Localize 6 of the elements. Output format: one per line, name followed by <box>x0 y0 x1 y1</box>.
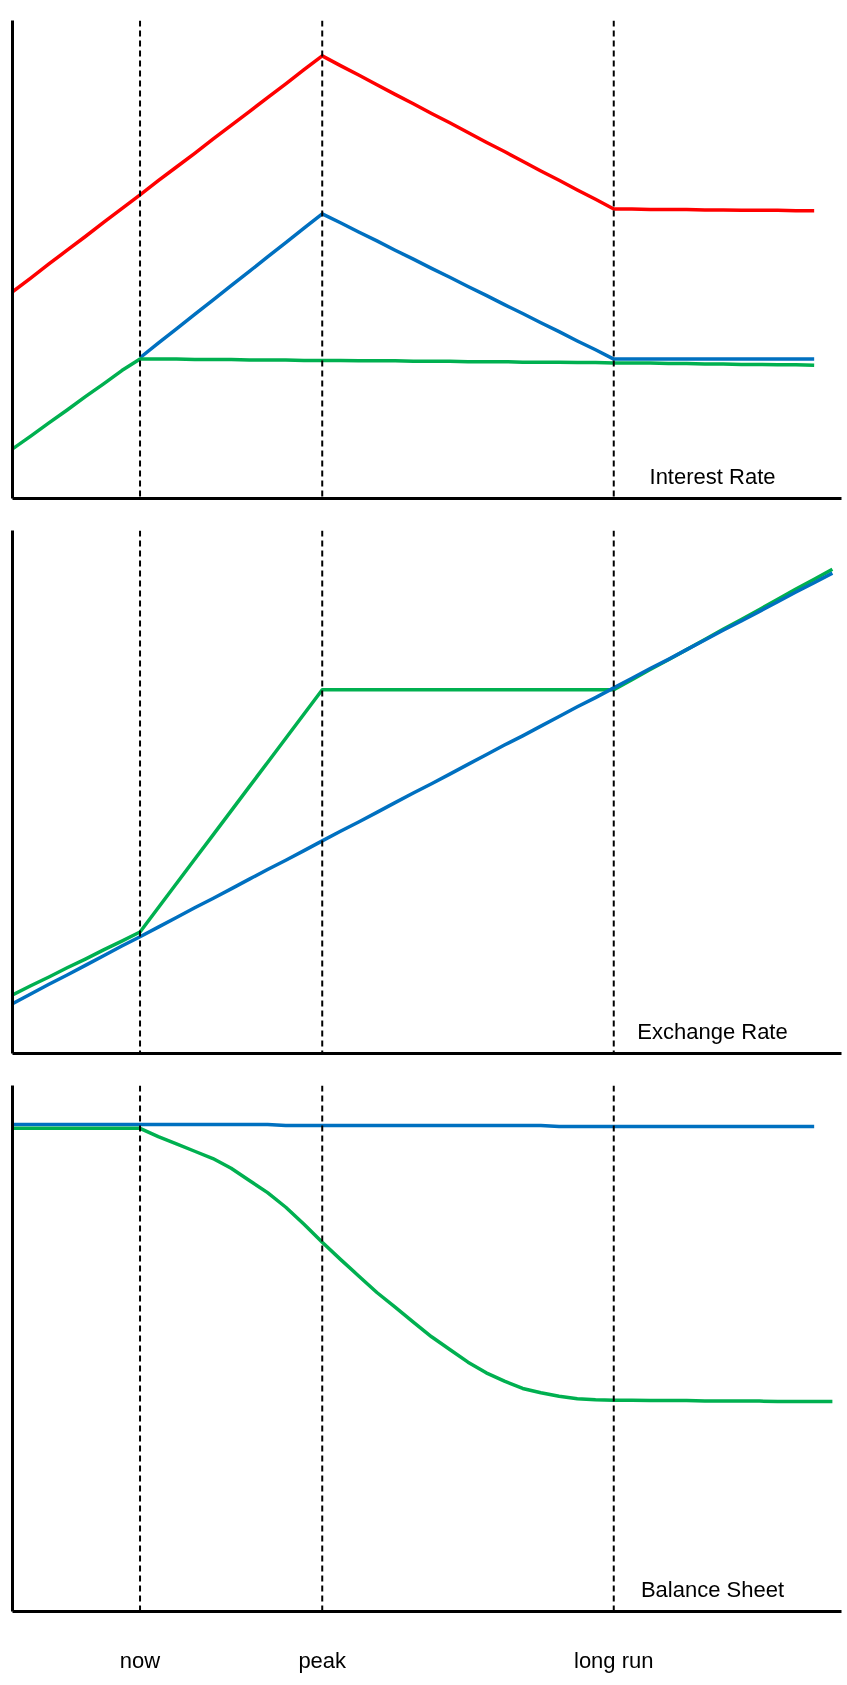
x-tick-label: long run <box>574 1647 654 1673</box>
annotation: Balance Sheet <box>640 1576 785 1602</box>
annotation: Interest Rate <box>649 463 776 489</box>
x-tick-label: peak <box>298 1647 348 1673</box>
annotation: Exchange Rate <box>637 1018 788 1044</box>
x-tick-label: now <box>119 1647 161 1673</box>
